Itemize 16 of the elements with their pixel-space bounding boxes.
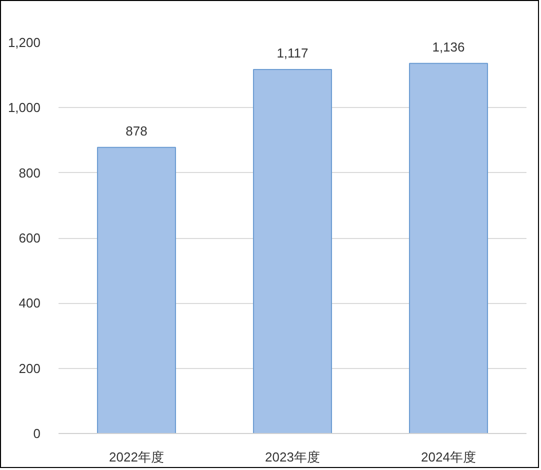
- y-tick-label: 600: [18, 230, 41, 246]
- y-tick-label: 800: [18, 165, 41, 180]
- y-tick-label: 400: [18, 296, 41, 311]
- y-tick-label: 1,200: [8, 35, 41, 50]
- bar: [409, 62, 488, 434]
- bar: [97, 146, 176, 434]
- x-tick-label: 2024年度: [421, 450, 476, 464]
- bar: [253, 69, 332, 434]
- y-tick-label: 1,000: [8, 100, 41, 116]
- y-tick-label: 0: [33, 426, 41, 441]
- data-label: 1,117: [276, 46, 308, 61]
- x-tick-label: 2023年度: [265, 450, 320, 464]
- y-tick-label: 200: [18, 360, 41, 376]
- data-label: 1,136: [432, 39, 465, 54]
- data-label: 878: [126, 123, 148, 138]
- x-tick-label: 2022年度: [109, 450, 164, 464]
